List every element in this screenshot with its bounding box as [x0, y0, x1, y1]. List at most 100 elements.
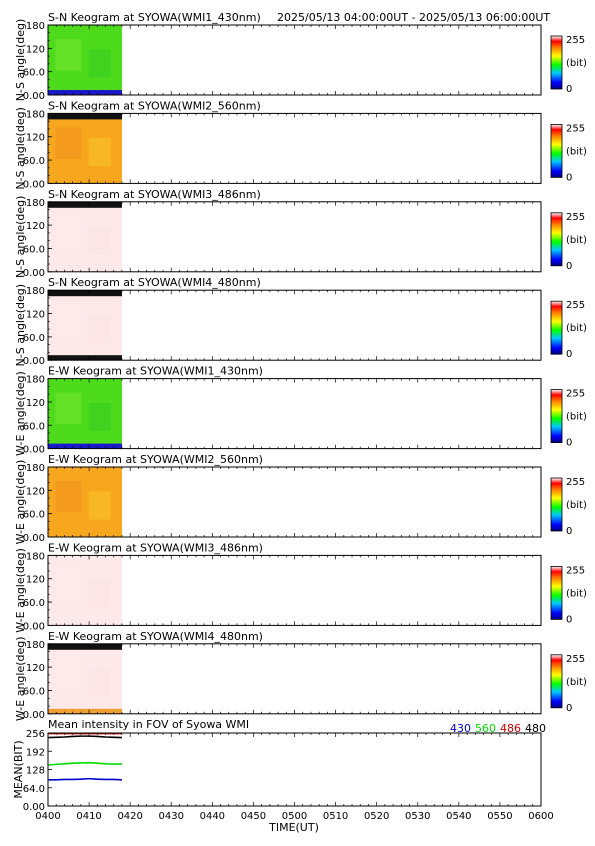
y-tick-label: 120 [26, 133, 45, 144]
colorbar: 255 (bit) 0 [550, 389, 587, 449]
y-axis-label: N-S angle(deg) [14, 19, 27, 102]
heatmap-patch [55, 215, 82, 248]
keogram-panel-2: S-N Keogram at SYOWA(WMI2_560nm)180 120 60… [14, 99, 587, 190]
colorbar: 255 (bit) 0 [550, 123, 587, 183]
colorbar-min-label: 0 [566, 349, 572, 360]
colorbar-unit-label: (bit) [566, 58, 587, 69]
y-axis-label: W-E angle(deg) [14, 548, 27, 633]
y-tick-label: 120 [26, 44, 45, 55]
colorbar-gradient [550, 212, 563, 267]
series-line-480 [47, 735, 122, 739]
colorbar-gradient [550, 654, 563, 709]
y-axis-label: N-S angle(deg) [14, 196, 27, 279]
heatmap-patch [88, 314, 111, 343]
x-tick-label: 0600 [528, 811, 553, 822]
y-tick-label: 60.0 [23, 244, 45, 255]
heatmap-patch [88, 49, 111, 78]
colorbar: 255 (bit) 0 [550, 35, 587, 95]
colorbar-unit-label: (bit) [566, 677, 587, 688]
x-tick-label: 0540 [446, 811, 471, 822]
colorbar-max-label: 255 [566, 565, 585, 576]
colorbar-unit-label: (bit) [566, 323, 587, 334]
y-tick-label: 60.0 [23, 68, 45, 79]
panel-title: Mean intensity in FOV of Syowa WMI [48, 718, 249, 731]
legend-entry: 480 [525, 722, 546, 735]
y-tick-label: 120 [26, 310, 45, 321]
series-line-430 [48, 777, 122, 781]
y-tick-label: 60.0 [23, 598, 45, 609]
colorbar: 255 (bit) 0 [550, 477, 587, 537]
colorbar-max-label: 255 [566, 123, 585, 134]
x-tick-label: 0420 [117, 811, 142, 822]
date-range: 2025/05/13 04:00:00UT - 2025/05/13 06:00… [277, 11, 550, 24]
y-tick-label: 180 [26, 21, 45, 32]
panel-frame [47, 732, 542, 807]
y-tick-label: 60.0 [23, 421, 45, 432]
y-tick-label: 60.0 [23, 333, 45, 344]
keogram-panel-5: E-W Keogram at SYOWA(WMI1_430nm)180 120 60… [14, 365, 587, 456]
colorbar-gradient [550, 477, 563, 532]
y-tick-label: 0.00 [23, 91, 45, 102]
y-tick-label: 120 [26, 398, 45, 409]
heatmap-area [48, 201, 122, 272]
x-tick-label: 0520 [364, 811, 389, 822]
colorbar-min-label: 0 [566, 703, 572, 714]
keogram-panels: S-N Keogram at SYOWA(WMI1_430nm)18012060… [14, 11, 587, 721]
heatmap-area [48, 25, 122, 95]
colorbar-min-label: 0 [566, 261, 572, 272]
heatmap-patch [55, 392, 82, 425]
y-tick-label: 0.00 [23, 533, 45, 544]
panel-title: S-N Keogram at SYOWA(WMI2_560nm) [48, 99, 261, 112]
heatmap-area [48, 643, 122, 714]
panel-title: S-N Keogram at SYOWA(WMI3_486nm) [48, 188, 261, 201]
colorbar: 255 (bit) 0 [550, 212, 587, 272]
y-axis-label: MEAN(BIT) [12, 740, 25, 798]
heatmap-top-edge [48, 201, 122, 208]
y-tick-label: 180 [26, 463, 45, 474]
y-tick-label: 180 [26, 286, 45, 297]
colorbar-unit-label: (bit) [566, 588, 587, 599]
heatmap-bottom-edge [48, 443, 122, 449]
y-axis-label: W-E angle(deg) [14, 371, 27, 456]
y-tick-label: 256 [26, 729, 45, 740]
heatmap-top-edge [48, 113, 122, 120]
heatmap-area [48, 290, 122, 361]
heatmap-area [48, 555, 122, 626]
legend-entry: 430 [450, 722, 471, 735]
x-axis-label: TIME(UT) [268, 821, 319, 834]
colorbar-max-label: 255 [566, 300, 585, 311]
colorbar-max-label: 255 [566, 389, 585, 400]
series-line-560 [47, 761, 122, 766]
x-tick-label: 0430 [159, 811, 184, 822]
x-tick-label: 0400 [35, 811, 60, 822]
colorbar-min-label: 0 [566, 526, 572, 537]
y-axis-label: W-E angle(deg) [14, 636, 27, 721]
legend-entry: 560 [475, 722, 496, 735]
heatmap-bottom-edge [48, 355, 122, 361]
heatmap-bottom-edge [48, 90, 122, 95]
keogram-panel-7: E-W Keogram at SYOWA(WMI3_486nm)180 120 60… [14, 541, 587, 632]
panel-title: E-W Keogram at SYOWA(WMI2_560nm) [48, 453, 263, 466]
x-tick-label: 0410 [76, 811, 101, 822]
heatmap-top-edge [48, 643, 122, 650]
heatmap-patch [88, 579, 111, 608]
panel-title: S-N Keogram at SYOWA(WMI1_430nm) [48, 11, 261, 24]
colorbar-gradient [550, 35, 563, 90]
colorbar-unit-label: (bit) [566, 235, 587, 246]
colorbar-gradient [550, 300, 563, 355]
y-tick-label: 64.0 [23, 784, 45, 795]
colorbar-max-label: 255 [566, 35, 585, 46]
heatmap-patch [88, 403, 111, 432]
y-tick-label: 0.00 [23, 179, 45, 190]
y-tick-label: 0.00 [23, 445, 45, 456]
heatmap-area [48, 467, 122, 537]
x-tick-label: 0510 [323, 811, 348, 822]
heatmap-patch [55, 127, 82, 159]
heatmap-patch [55, 304, 82, 336]
y-tick-label: 60.0 [23, 510, 45, 521]
x-tick-label: 0450 [241, 811, 266, 822]
keogram-panel-8: E-W Keogram at SYOWA(WMI4_480nm)180 120 60… [14, 630, 587, 721]
y-tick-label: 180 [26, 640, 45, 651]
y-tick-label: 0.00 [23, 802, 45, 813]
